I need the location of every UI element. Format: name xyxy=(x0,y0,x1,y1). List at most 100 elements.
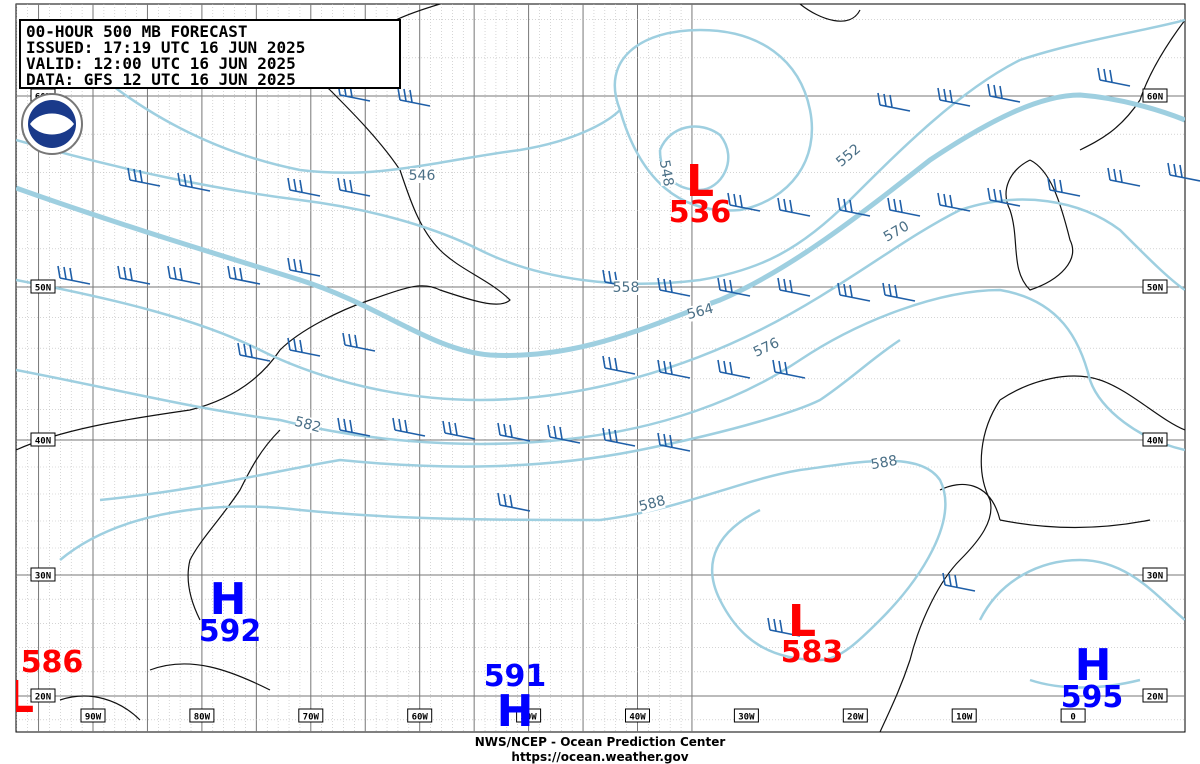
center-symbol: H xyxy=(1075,640,1112,691)
lon-label-box xyxy=(625,708,650,723)
wind-barb xyxy=(777,197,811,217)
lat-label-box xyxy=(1142,279,1168,294)
footer-agency: NWS/NCEP - Ocean Prediction Center xyxy=(475,735,726,749)
wind-barb xyxy=(167,265,201,285)
center-value: 583 xyxy=(781,635,844,670)
wind-barb xyxy=(777,277,811,297)
lat-label: 20N xyxy=(35,693,51,703)
wind-barb xyxy=(227,265,261,285)
contour-label-bg xyxy=(657,159,676,187)
contour-label: 588 xyxy=(637,493,667,515)
wind-barb xyxy=(237,342,271,362)
lon-label-box xyxy=(733,708,759,723)
wind-barb xyxy=(1107,167,1141,187)
contour-label-bg xyxy=(752,335,781,360)
wind-barb xyxy=(397,87,431,107)
lon-label: 70W xyxy=(303,713,320,723)
lat-label-box xyxy=(30,567,56,582)
contour-label: 564 xyxy=(685,301,715,323)
wind-barb xyxy=(772,359,806,379)
wind-barb xyxy=(57,265,91,285)
lat-label: 60N xyxy=(1147,93,1163,103)
lon-label: 60W xyxy=(412,713,429,723)
lat-label-box xyxy=(30,432,56,447)
center-symbol: H xyxy=(210,574,247,625)
wind-barb xyxy=(1097,67,1131,87)
lon-label-box xyxy=(298,708,324,723)
center-value: 595 xyxy=(1061,680,1124,715)
lat-label: 40N xyxy=(1147,437,1163,447)
wind-barb xyxy=(287,177,321,197)
lat-label: 50N xyxy=(35,284,51,294)
wind-barb xyxy=(942,572,976,592)
noaa-logo xyxy=(21,93,83,155)
center-value: 591 xyxy=(484,659,547,694)
wind-barb xyxy=(117,265,151,285)
wind-barb xyxy=(1167,162,1200,182)
wind-barb xyxy=(342,332,376,352)
wind-barb xyxy=(337,177,371,197)
center-symbol: L xyxy=(788,596,816,647)
wind-barb xyxy=(937,87,971,107)
contour-label: 558 xyxy=(613,280,640,296)
contour-label-bg xyxy=(294,414,322,435)
lon-label-box xyxy=(407,708,433,723)
lat-label-box xyxy=(1142,567,1168,582)
contour-label: 548 xyxy=(656,159,676,188)
lon-label-box xyxy=(842,708,868,723)
lat-label-box xyxy=(30,279,56,294)
wind-barb xyxy=(657,359,691,379)
wind-barbs xyxy=(57,67,1200,637)
wind-barb xyxy=(937,192,971,212)
contour-label: 588 xyxy=(870,453,899,473)
contour-label-bg xyxy=(638,493,666,514)
lon-label-box xyxy=(516,708,542,723)
contour-label-bg xyxy=(614,280,638,295)
header-line: 00-HOUR 500 MB FORECAST xyxy=(26,22,248,41)
lon-label-box xyxy=(1060,708,1086,723)
lat-label: 50N xyxy=(1147,284,1163,294)
contour-label: 546 xyxy=(409,168,436,184)
lon-label: 90W xyxy=(85,713,102,723)
wind-barb xyxy=(882,282,916,302)
wind-barb xyxy=(1047,177,1081,197)
wind-barb xyxy=(177,172,211,192)
wind-barb xyxy=(392,417,426,437)
wind-barb xyxy=(877,92,911,112)
wind-barb xyxy=(497,422,531,442)
center-value: 586 xyxy=(21,645,84,680)
contour-label: 582 xyxy=(293,414,323,436)
wind-barb xyxy=(602,355,636,375)
lon-label: 50W xyxy=(520,713,537,723)
contour-label-bg xyxy=(882,218,911,244)
contour-label-bg xyxy=(834,141,863,169)
wind-barb xyxy=(602,427,636,447)
header-box xyxy=(19,19,401,89)
wind-barb xyxy=(337,417,371,437)
lon-label-box xyxy=(80,708,106,723)
wind-barb xyxy=(987,187,1021,207)
lat-label-box xyxy=(1142,88,1168,103)
lon-label: 0 xyxy=(1070,713,1075,723)
wind-barb xyxy=(717,277,751,297)
center-symbol: L xyxy=(686,156,714,207)
wind-barb xyxy=(767,617,801,637)
header-line: DATA: GFS 12 UTC 16 JUN 2025 xyxy=(26,70,296,89)
center-symbol: H xyxy=(497,686,534,737)
height-contours xyxy=(16,18,1185,689)
wind-barb xyxy=(497,492,531,512)
lat-label: 30N xyxy=(35,572,51,582)
lon-label: 30W xyxy=(738,713,755,723)
center-value: 536 xyxy=(669,195,732,230)
lat-label: 40N xyxy=(35,437,51,447)
wind-barb xyxy=(442,420,476,440)
contour-label-bg xyxy=(686,301,714,322)
wind-barb xyxy=(987,83,1021,103)
wind-barb xyxy=(547,424,581,444)
wind-barb xyxy=(657,432,691,452)
lon-label: 10W xyxy=(956,713,973,723)
lon-label: 20W xyxy=(847,713,864,723)
header-line: ISSUED: 17:19 UTC 16 JUN 2025 xyxy=(26,38,305,57)
contour-label-bg xyxy=(870,453,898,472)
